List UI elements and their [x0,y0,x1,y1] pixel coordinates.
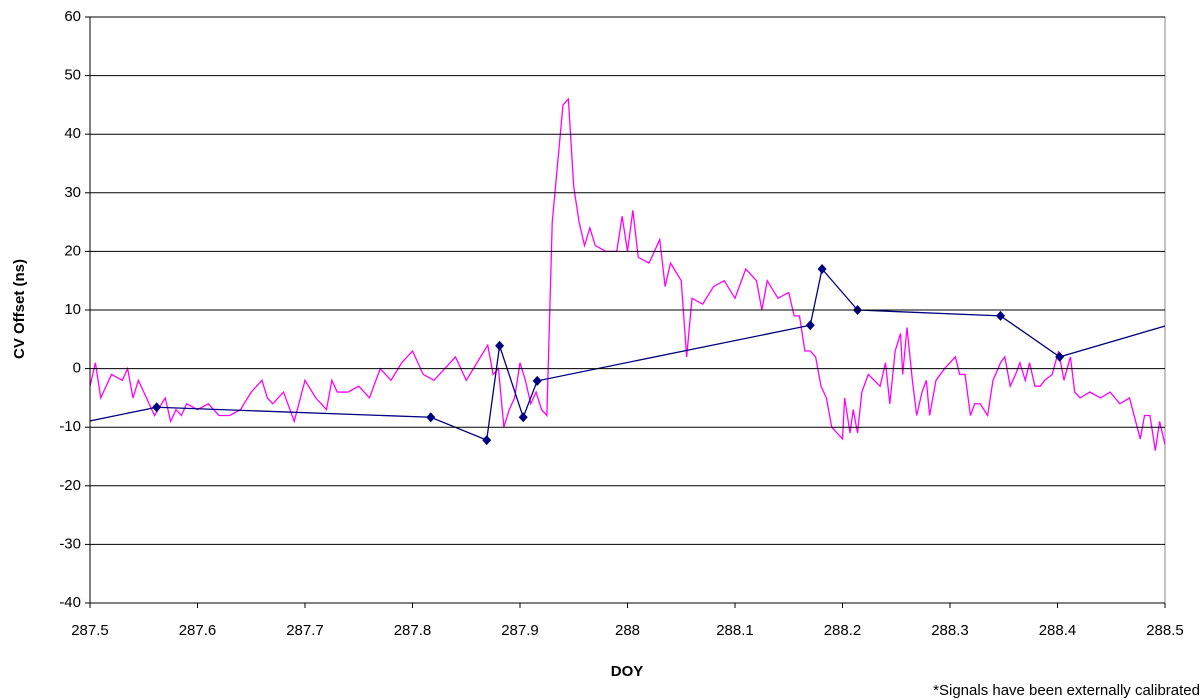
marker [996,310,1006,321]
x-tick-label: 287.7 [286,622,324,639]
x-tick-label: 288.3 [931,622,969,639]
series-line [90,97,1165,451]
y-tick-label: 60 [64,8,81,25]
series-layer [90,97,1180,451]
marker [532,375,542,386]
y-tick-label: 10 [64,301,81,318]
marker [817,263,827,274]
y-tick-label: 0 [73,360,81,377]
marker [1171,318,1180,328]
marker [426,412,436,423]
y-tick-label: 40 [64,125,81,142]
marker [495,340,505,351]
y-tick-label: -30 [59,535,81,552]
x-tick-label: 287.5 [71,622,109,639]
y-axis-label: CV Offset (ns) [11,259,28,359]
y-tick-label: 50 [64,67,81,84]
x-tick-label: 287.6 [179,622,217,639]
footnote: *Signals have been externally calibrated [933,682,1200,699]
y-tick-label: 20 [64,242,81,259]
y-tick-label: -40 [59,594,81,611]
x-tick-label: 288.4 [1039,622,1077,639]
x-tick-label: 288.1 [716,622,754,639]
x-tick-label: 288.5 [1146,622,1184,639]
x-tick-label: 287.8 [394,622,432,639]
marker [805,320,815,331]
marker [482,435,492,446]
series-line [90,267,1165,442]
x-axis-label: DOY [611,663,644,680]
y-tick-label: -10 [59,418,81,435]
x-tick-label: 287.9 [501,622,539,639]
x-tick-label: 288.2 [824,622,862,639]
marker [518,412,528,423]
y-tick-label: 30 [64,184,81,201]
y-tick-label: -20 [59,477,81,494]
marker [1055,351,1065,362]
x-tick-label: 288 [615,622,640,639]
marker [152,402,162,413]
